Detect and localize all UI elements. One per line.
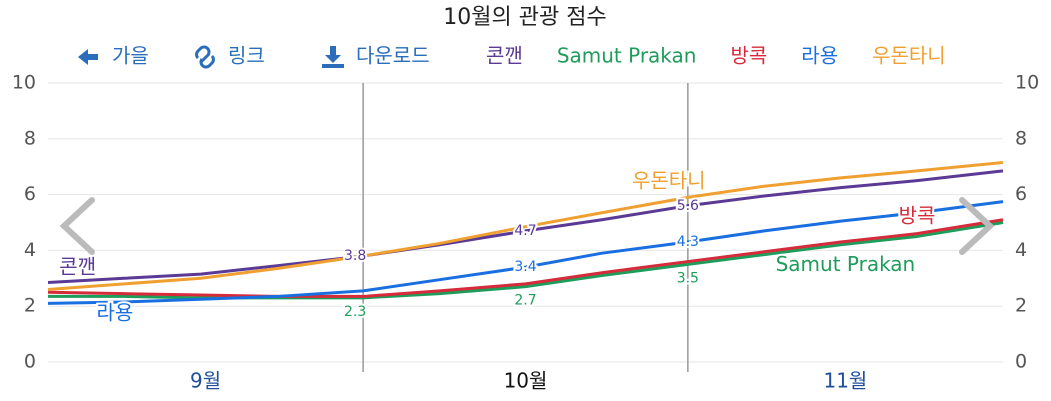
y-tick-label: 4 [24,239,36,261]
next-arrow[interactable] [959,197,995,255]
x-tick-label: 10월 [504,369,548,393]
y2-tick-label: 6 [1015,183,1027,205]
download-label: 다운로드 [356,44,430,68]
toolbar: 가을 링크 다운로드 [78,44,430,69]
y2-tick-label: 2 [1015,295,1027,317]
y2-tick-label: 8 [1015,127,1027,149]
y2-tick-label: 10 [1015,72,1039,94]
chevron-right [959,197,995,255]
series-annotation: 콘깬 [59,254,96,278]
back-label: 가을 [112,44,149,68]
data-label: 4.3 [677,234,699,250]
legend-entry[interactable]: Samut Prakan [557,44,697,68]
series-annotation: 라용 [96,301,133,325]
back-icon [78,49,98,65]
link-label: 링크 [228,44,265,68]
data-label: 4.7 [514,223,536,239]
data-label: 3.5 [677,270,699,286]
series-annotation: 우돈타니 [632,169,706,193]
series-line [47,218,1004,298]
link-button[interactable]: 링크 [195,44,265,69]
y2-tick-label: 0 [1015,351,1027,373]
legend-entry[interactable]: 라용 [801,44,838,68]
y-tick-label: 10 [12,72,36,94]
y-tick-label: 6 [24,183,36,205]
chevron-left [59,197,95,255]
download-button[interactable]: 다운로드 [322,44,430,69]
x-tick-label: 9월 [190,369,221,393]
data-label: 2.3 [344,304,366,320]
legend-entry[interactable]: 콘깬 [486,44,523,68]
y-tick-label: 8 [24,127,36,149]
chart-title: 10월의 관광 점수 [443,5,606,30]
data-label: 2.7 [514,293,536,309]
download-icon [322,46,344,68]
data-label: 3.8 [344,248,366,264]
legend-entry[interactable]: 방콕 [730,44,767,68]
series-line [47,169,1004,284]
x-tick-label: 11월 [823,369,867,393]
series-line [47,200,1004,305]
link-icon [195,45,215,69]
y-tick-label: 0 [24,351,36,373]
series-annotation: 방콕 [899,203,936,227]
y2-tick-label: 4 [1015,239,1027,261]
y-tick-label: 2 [24,295,36,317]
back-button[interactable]: 가을 [78,44,149,68]
legend-entry[interactable]: 우돈타니 [872,44,946,68]
series-line [47,161,1004,291]
data-label: 3.4 [514,259,536,275]
grid [48,82,1003,372]
prev-arrow[interactable] [59,197,95,255]
data-label: 5.6 [677,198,699,214]
series-annotation: Samut Prakan [776,252,916,276]
